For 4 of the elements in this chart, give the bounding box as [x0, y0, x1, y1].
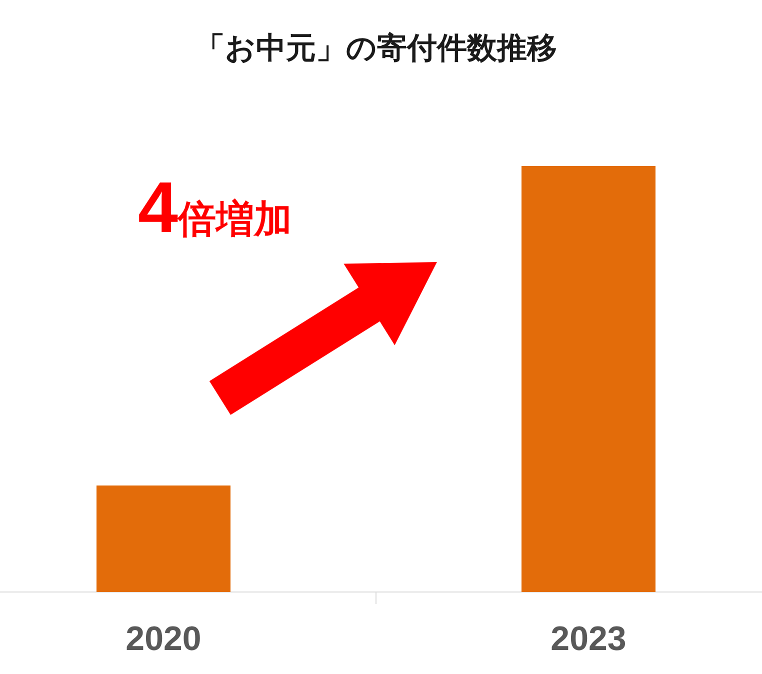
x-tick-label: 2020: [126, 620, 202, 658]
chart-title: 「お中元」の寄付件数推移: [195, 31, 557, 65]
annotation: 4倍増加: [138, 168, 292, 248]
x-tick-label: 2023: [550, 620, 626, 658]
